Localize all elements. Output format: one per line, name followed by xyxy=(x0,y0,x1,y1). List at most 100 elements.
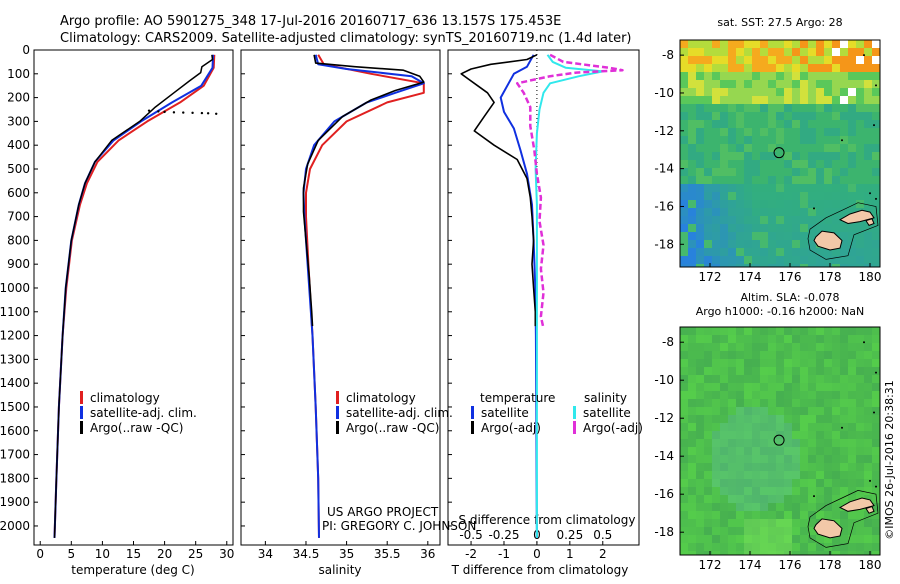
map-cell xyxy=(704,104,713,113)
map-cell xyxy=(824,399,833,408)
map-cell xyxy=(816,264,825,267)
map-cell xyxy=(744,64,753,73)
map-cell xyxy=(808,168,817,177)
map-cell xyxy=(816,56,825,65)
map-cell xyxy=(864,399,873,408)
map-cell xyxy=(752,248,761,257)
map-cell xyxy=(800,144,809,153)
map-cell xyxy=(872,383,880,392)
map-cell xyxy=(776,72,785,81)
map-cell xyxy=(696,375,705,384)
map-cell xyxy=(760,463,769,472)
map-cell xyxy=(808,40,817,49)
map-cell xyxy=(696,80,705,89)
map-cell xyxy=(824,256,833,265)
map-cell xyxy=(728,64,737,73)
depth-tick-label: 500 xyxy=(7,162,30,176)
map-cell xyxy=(760,383,769,392)
map-lon-label: 174 xyxy=(739,270,762,284)
map-cell xyxy=(824,495,833,504)
legend-swatch-satellite xyxy=(80,406,83,419)
map-cell xyxy=(728,152,737,161)
map-cell xyxy=(864,248,873,257)
map-cell xyxy=(776,391,785,400)
map-cell xyxy=(784,208,793,217)
map-cell xyxy=(856,248,865,257)
map-cell xyxy=(728,120,737,129)
map-cell xyxy=(688,511,697,520)
map-cell xyxy=(768,551,777,555)
depth-tick-label: 1700 xyxy=(0,448,30,462)
temperature-plot-frame xyxy=(33,49,234,546)
map-cell xyxy=(744,351,753,360)
map-cell xyxy=(824,431,833,440)
map-cell xyxy=(792,144,801,153)
map-cell xyxy=(840,112,849,121)
temp-satellite-line xyxy=(53,54,215,538)
map-cell xyxy=(872,391,880,400)
map-cell xyxy=(688,88,697,97)
map-cell xyxy=(680,256,689,265)
map-cell xyxy=(832,264,841,267)
map-cell xyxy=(832,40,841,49)
legend-swatch-t-satellite xyxy=(471,406,474,419)
map-cell xyxy=(712,176,721,185)
map-cell xyxy=(720,48,729,57)
map-cell xyxy=(776,232,785,241)
map-cell xyxy=(784,551,793,555)
map-cell xyxy=(736,176,745,185)
map-cell xyxy=(688,96,697,105)
map-cell xyxy=(784,535,793,544)
map-cell xyxy=(720,96,729,105)
map-cell xyxy=(712,431,721,440)
map-cell xyxy=(872,375,880,384)
map-cell xyxy=(768,176,777,185)
map-cell xyxy=(720,72,729,81)
map-cell xyxy=(752,447,761,456)
map-cell xyxy=(752,423,761,432)
map-cell xyxy=(728,391,737,400)
map-cell xyxy=(744,535,753,544)
map-cell xyxy=(712,136,721,145)
depth-tick-label: 400 xyxy=(7,138,30,152)
map-cell xyxy=(760,511,769,520)
map-cell xyxy=(808,208,817,217)
map-cell xyxy=(864,256,873,265)
map-cell xyxy=(832,479,841,488)
map-cell xyxy=(712,527,721,536)
map-cell xyxy=(824,503,833,512)
map-lon-label: 176 xyxy=(779,270,802,284)
map-cell xyxy=(840,256,849,265)
map-cell xyxy=(760,176,769,185)
legend-swatch-s-argo xyxy=(573,421,576,434)
map-cell xyxy=(760,431,769,440)
map-cell xyxy=(856,487,865,496)
legend-swatch-s-satellite xyxy=(573,406,576,419)
map-cell xyxy=(776,136,785,145)
map-cell xyxy=(744,56,753,65)
map-cell xyxy=(728,80,737,89)
map-cell xyxy=(696,64,705,73)
map-cell xyxy=(840,160,849,169)
map-cell xyxy=(712,463,721,472)
map-cell xyxy=(760,335,769,344)
map-cell xyxy=(832,80,841,89)
map-cell xyxy=(856,104,865,113)
map-cell xyxy=(784,383,793,392)
map-cell xyxy=(680,503,689,512)
map-cell xyxy=(744,176,753,185)
map-cell xyxy=(752,48,761,57)
map-cell xyxy=(872,479,880,488)
map-cell xyxy=(688,439,697,448)
map-cell xyxy=(840,48,849,57)
map-cell xyxy=(736,519,745,528)
map-cell xyxy=(808,487,817,496)
map-cell xyxy=(776,256,785,265)
map-cell xyxy=(792,112,801,121)
map-cell xyxy=(768,40,777,49)
map-cell xyxy=(776,495,785,504)
map-cell xyxy=(696,56,705,65)
map-cell xyxy=(848,367,857,376)
map-cell xyxy=(680,96,689,105)
map-cell xyxy=(856,64,865,73)
